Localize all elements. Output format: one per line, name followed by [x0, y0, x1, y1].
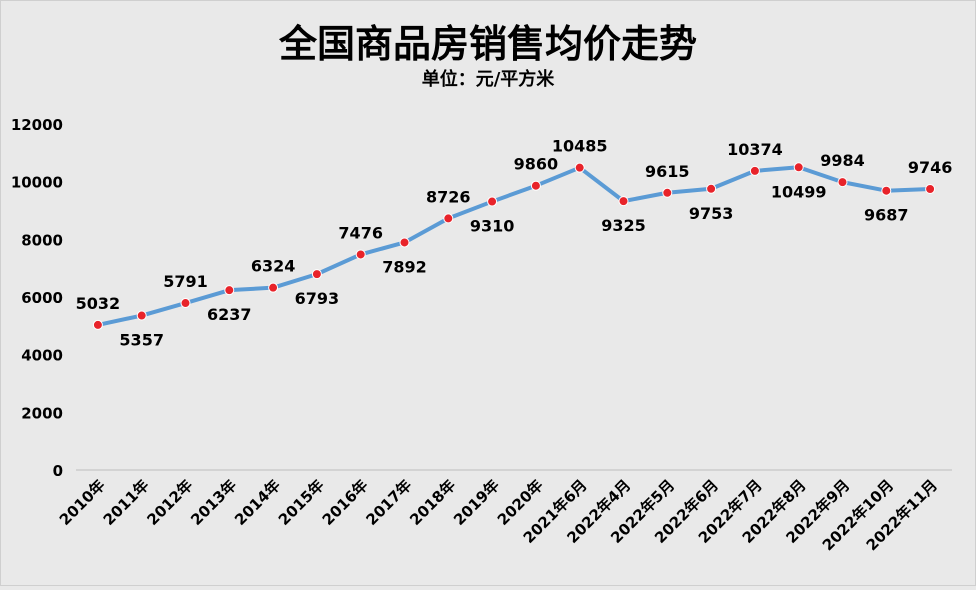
y-tick-label: 8000 — [21, 231, 63, 249]
data-label: 6793 — [295, 289, 340, 308]
data-label: 7476 — [338, 223, 383, 242]
series-line — [97, 165, 931, 327]
data-point — [925, 183, 936, 194]
y-tick-label: 2000 — [21, 404, 63, 422]
data-label: 5032 — [76, 294, 121, 313]
data-label: 9860 — [514, 155, 559, 174]
chart-title: 全国商品房销售均价走势 — [278, 22, 697, 66]
data-point — [180, 298, 191, 309]
data-point — [881, 185, 892, 196]
data-point — [793, 162, 804, 173]
y-tick-label: 12000 — [11, 116, 63, 134]
data-point — [399, 237, 410, 248]
data-label: 6324 — [251, 257, 296, 276]
y-tick-label: 10000 — [11, 174, 63, 192]
data-label: 7892 — [382, 257, 427, 276]
data-point — [355, 249, 366, 260]
y-axis: 0 2000 4000 6000 8000 10000 12000 — [11, 116, 63, 480]
data-point — [92, 319, 103, 330]
data-label: 9687 — [864, 206, 909, 225]
data-point — [311, 269, 322, 280]
data-point — [136, 310, 147, 321]
data-point — [749, 165, 760, 176]
data-point — [224, 285, 235, 296]
data-label: 9984 — [820, 151, 865, 170]
data-point — [530, 180, 541, 191]
data-label: 9746 — [908, 158, 953, 177]
data-label: 10485 — [552, 137, 608, 156]
y-tick-label: 0 — [53, 462, 63, 480]
data-label: 9310 — [470, 217, 515, 236]
data-point — [706, 183, 717, 194]
data-label: 8726 — [426, 187, 471, 206]
data-markers — [92, 162, 936, 330]
data-label: 10499 — [771, 182, 827, 201]
data-point — [574, 162, 585, 173]
data-labels: 5032 5357 5791 6237 6324 6793 7476 7892 8726 9310… — [76, 137, 953, 350]
data-point — [487, 196, 498, 207]
y-tick-label: 6000 — [21, 289, 63, 307]
y-tick-label: 4000 — [21, 347, 63, 365]
data-label: 9753 — [689, 204, 734, 223]
data-point — [443, 213, 454, 224]
data-label: 9325 — [601, 216, 646, 235]
data-point — [268, 282, 279, 293]
data-label: 10374 — [727, 140, 783, 159]
data-label: 5791 — [163, 272, 208, 291]
data-label: 9615 — [645, 162, 690, 181]
chart-subtitle: 单位：元/平方米 — [422, 68, 556, 90]
data-label: 5357 — [119, 331, 164, 350]
data-point — [618, 196, 629, 207]
data-label: 6237 — [207, 305, 252, 324]
data-point — [837, 177, 848, 188]
data-point — [662, 187, 673, 198]
